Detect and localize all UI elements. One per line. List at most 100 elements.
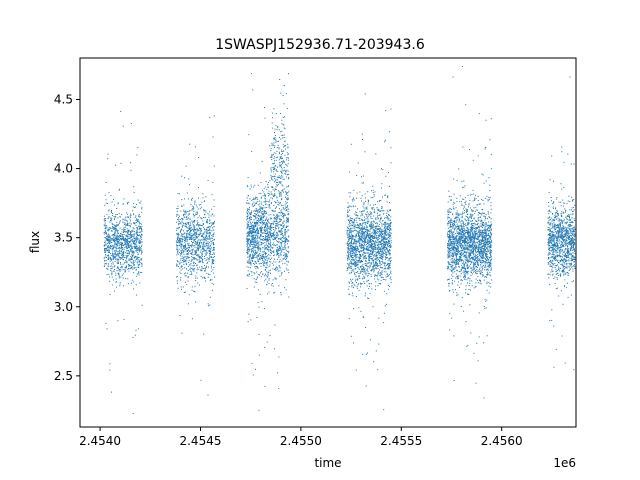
data-point [274, 188, 276, 190]
data-point [260, 242, 262, 243]
data-point [133, 234, 135, 236]
data-point [108, 247, 110, 249]
data-point [188, 212, 190, 214]
data-point [284, 207, 286, 209]
data-point [178, 219, 180, 221]
data-point [191, 199, 193, 201]
data-point [358, 235, 359, 237]
data-point [384, 239, 386, 241]
data-point [355, 244, 357, 246]
data-point [287, 221, 289, 223]
data-point [286, 219, 288, 221]
data-point [347, 258, 349, 260]
data-point [250, 233, 252, 235]
data-point [362, 248, 364, 250]
data-point [208, 246, 210, 248]
data-point [367, 234, 369, 236]
data-point [130, 232, 132, 233]
data-point [195, 280, 197, 282]
data-point [266, 247, 267, 249]
data-point [132, 250, 134, 252]
data-point [194, 286, 196, 288]
data-point [190, 252, 192, 254]
data-point [279, 252, 281, 254]
data-point [278, 191, 280, 193]
data-point [211, 223, 213, 225]
data-point [281, 260, 283, 262]
data-point [271, 226, 273, 228]
data-point [179, 244, 181, 246]
data-point [358, 242, 360, 243]
data-point [120, 236, 122, 238]
data-point [200, 206, 202, 208]
data-point [272, 235, 274, 237]
data-point [276, 215, 278, 216]
data-point [279, 266, 281, 268]
data-point [246, 245, 248, 247]
data-point [273, 235, 275, 237]
data-point [114, 260, 116, 262]
data-point [121, 266, 122, 268]
data-point [251, 238, 253, 240]
data-point [386, 267, 388, 269]
data-point [264, 195, 266, 197]
data-point [120, 263, 122, 265]
data-point [272, 117, 273, 119]
data-point [181, 243, 183, 245]
data-point [120, 253, 122, 254]
data-point [349, 196, 351, 198]
data-point [201, 268, 203, 270]
data-point [113, 258, 114, 260]
data-point [180, 247, 182, 249]
data-point [267, 192, 269, 194]
data-point [192, 244, 194, 246]
data-point [268, 218, 270, 220]
data-point [253, 223, 255, 225]
data-point [140, 253, 142, 255]
data-point [133, 202, 135, 204]
data-point [116, 260, 118, 262]
data-point [124, 238, 126, 240]
data-point [117, 267, 119, 269]
data-point [197, 249, 199, 251]
data-point [181, 266, 183, 267]
data-point [195, 258, 197, 260]
data-point [210, 226, 212, 228]
data-point [374, 242, 376, 244]
data-point [280, 131, 282, 133]
data-point [357, 267, 359, 269]
data-point [189, 264, 191, 266]
data-point [268, 270, 270, 272]
data-point [262, 205, 264, 207]
data-point [271, 235, 272, 237]
data-point [280, 192, 282, 194]
data-point [139, 242, 141, 244]
data-point [128, 242, 130, 243]
data-point [177, 232, 179, 234]
data-point [276, 232, 278, 234]
data-point [376, 257, 378, 259]
data-point [141, 250, 143, 252]
data-point [270, 240, 271, 242]
data-point [111, 217, 113, 219]
data-point [141, 208, 143, 210]
data-point [370, 258, 372, 260]
data-point [352, 295, 354, 297]
data-point [287, 217, 289, 219]
data-point [373, 204, 375, 206]
data-point [379, 265, 381, 267]
data-point [385, 255, 387, 257]
data-point [348, 249, 350, 251]
data-point [183, 230, 184, 232]
data-point [121, 229, 123, 231]
data-point [361, 247, 363, 249]
data-point [280, 165, 282, 167]
data-point [214, 276, 215, 278]
data-point [356, 262, 358, 264]
data-point [387, 267, 389, 269]
data-point [382, 256, 384, 258]
data-point [132, 240, 133, 242]
data-point [365, 274, 367, 276]
data-point [274, 226, 276, 228]
data-point [248, 275, 250, 277]
